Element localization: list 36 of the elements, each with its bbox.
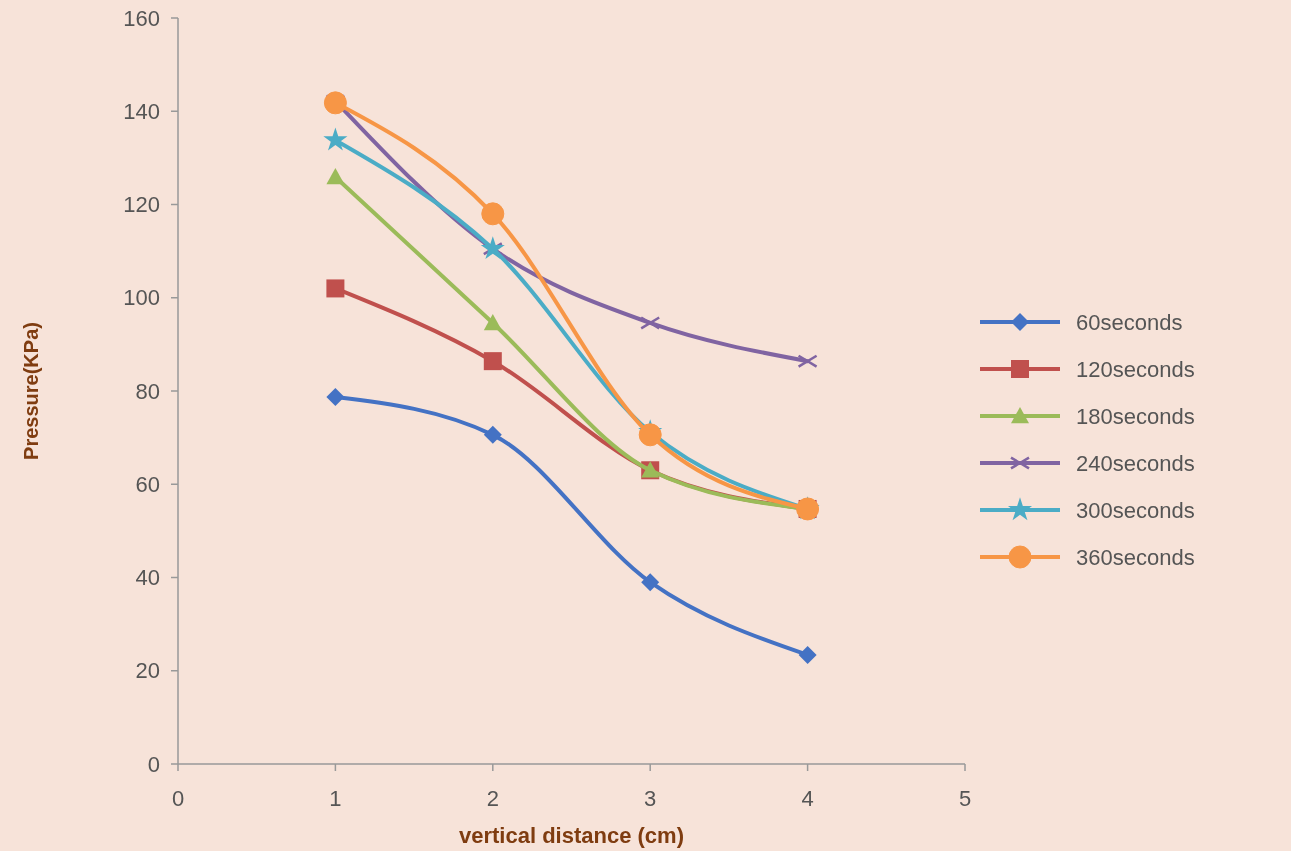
legend-label: 120seconds	[1076, 356, 1195, 382]
y-tick-label: 0	[147, 751, 160, 777]
y-tick-label: 80	[135, 378, 160, 404]
point	[326, 167, 345, 185]
legend-label: 360seconds	[1076, 544, 1195, 570]
x-axis-title: vertical distance (cm)	[459, 823, 684, 848]
y-tick-label: 140	[123, 98, 160, 124]
x-tick-label: 3	[644, 786, 657, 811]
point	[326, 388, 345, 407]
point	[481, 202, 505, 226]
legend-label: 240seconds	[1076, 450, 1195, 476]
point	[483, 425, 502, 444]
legend-label: 60seconds	[1076, 309, 1183, 335]
point	[798, 645, 817, 664]
point	[483, 352, 502, 371]
x-tick-label: 5	[958, 786, 972, 811]
y-tick-label: 20	[135, 658, 160, 684]
point	[641, 573, 660, 592]
point	[483, 313, 502, 331]
y-tick-label: 120	[123, 192, 160, 218]
x-tick-label: 1	[329, 786, 342, 811]
y-axis-title: Pressure(KPa)	[20, 322, 42, 460]
y-tick-label: 160	[123, 5, 160, 31]
legend-label: 180seconds	[1076, 403, 1195, 429]
legend-label: 300seconds	[1076, 497, 1195, 523]
point	[326, 279, 345, 298]
y-tick-label: 100	[123, 285, 160, 311]
y-tick-label: 40	[135, 565, 160, 591]
point	[323, 127, 348, 151]
point	[638, 423, 662, 447]
x-tick-label: 4	[801, 786, 814, 811]
x-tick-label: 2	[486, 786, 499, 811]
point	[323, 91, 347, 115]
point	[480, 236, 505, 260]
x-tick-label: 0	[171, 786, 185, 811]
y-tick-label: 60	[135, 471, 160, 497]
